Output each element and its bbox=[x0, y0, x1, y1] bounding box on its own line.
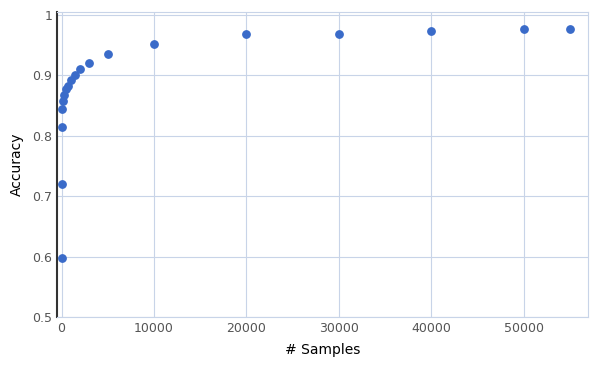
Point bbox=[242, 31, 251, 37]
Point bbox=[63, 83, 73, 88]
Y-axis label: Accuracy: Accuracy bbox=[10, 133, 24, 196]
Point bbox=[75, 66, 85, 72]
Point bbox=[565, 26, 575, 32]
Point bbox=[149, 41, 158, 47]
Point bbox=[84, 60, 94, 66]
Point bbox=[426, 28, 436, 34]
Point bbox=[57, 181, 66, 187]
X-axis label: # Samples: # Samples bbox=[285, 343, 360, 357]
Point bbox=[71, 72, 80, 78]
Point bbox=[519, 26, 529, 32]
Point bbox=[62, 86, 71, 92]
Point bbox=[57, 106, 67, 112]
Point bbox=[334, 31, 344, 37]
Point bbox=[57, 255, 66, 261]
Point bbox=[59, 98, 68, 104]
Point bbox=[57, 124, 67, 130]
Point bbox=[60, 92, 69, 98]
Point bbox=[66, 77, 75, 83]
Point bbox=[103, 51, 112, 57]
